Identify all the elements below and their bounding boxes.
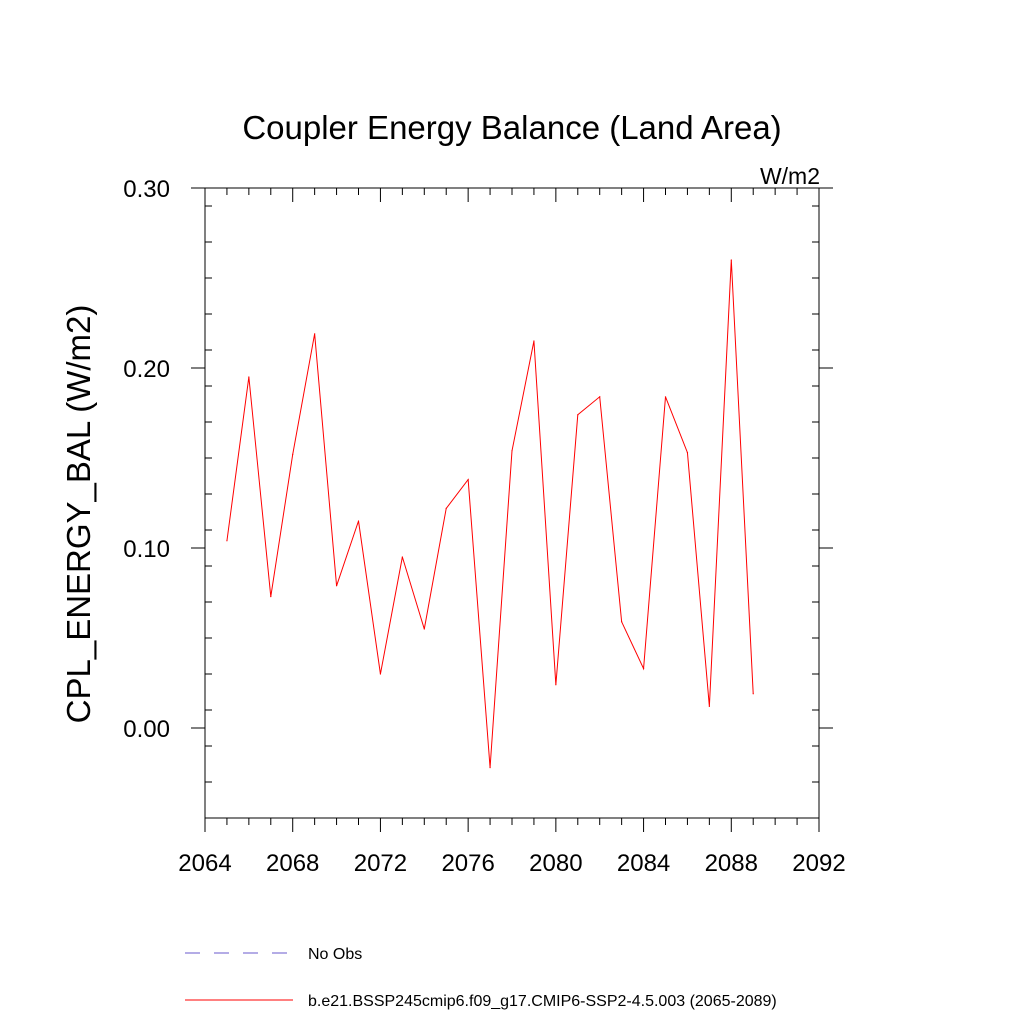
x-axis-ticks	[204, 188, 820, 832]
data-point	[621, 621, 623, 623]
x-tick-label: 2076	[441, 850, 494, 877]
data-point	[445, 507, 447, 509]
data-point	[511, 450, 513, 452]
y-tick-label: 0.20	[123, 356, 170, 383]
series-line	[226, 259, 754, 768]
x-tick-label: 2088	[705, 850, 758, 877]
data-point	[248, 376, 250, 378]
data-point	[357, 520, 360, 522]
y-axis-ticks	[191, 187, 833, 819]
data-point	[642, 668, 645, 670]
data-point	[226, 540, 228, 542]
y-axis-tick-labels: 0.00 0.10 0.20 0.30	[123, 176, 170, 743]
x-tick-label: 2084	[617, 850, 670, 877]
data-point	[270, 596, 272, 598]
data-point	[599, 396, 601, 398]
data-point	[555, 684, 557, 686]
data-point	[708, 705, 710, 708]
chart-title: Coupler Energy Balance (Land Area)	[242, 109, 781, 146]
data-point	[401, 556, 403, 558]
data-point	[379, 673, 382, 675]
data-point	[730, 259, 732, 261]
data-point	[752, 693, 754, 695]
legend-label: No Obs	[308, 946, 362, 963]
legend: No Obs b.e21.BSSP245cmip6.f09_g17.CMIP6-S…	[185, 946, 777, 1010]
y-tick-label: 0.10	[123, 536, 170, 563]
y-axis-label: CPL_ENERGY_BAL (W/m2)	[60, 305, 97, 724]
data-point	[467, 479, 469, 481]
series-lines	[226, 259, 754, 768]
x-tick-label: 2072	[354, 850, 407, 877]
x-axis-tick-labels: 2064 2068 2072 2076 2080 2084 2088 2092	[178, 850, 845, 877]
data-point	[686, 452, 689, 454]
data-point	[577, 414, 579, 416]
x-tick-label: 2092	[792, 850, 845, 877]
data-point	[489, 767, 491, 769]
x-tick-label: 2068	[266, 850, 319, 877]
data-point	[664, 396, 667, 398]
y-tick-label: 0.30	[123, 176, 170, 203]
units-label: W/m2	[760, 163, 820, 189]
x-tick-label: 2064	[178, 850, 231, 877]
y-tick-label: 0.00	[123, 716, 170, 743]
plot-frame	[204, 187, 820, 819]
data-point	[292, 453, 294, 455]
legend-label: b.e21.BSSP245cmip6.f09_g17.CMIP6-SSP2-4.…	[308, 993, 777, 1010]
x-tick-label: 2080	[529, 850, 582, 877]
data-point	[314, 333, 316, 335]
data-point	[423, 628, 425, 630]
data-point	[533, 340, 535, 342]
data-point	[335, 585, 338, 587]
series-points	[226, 259, 754, 769]
